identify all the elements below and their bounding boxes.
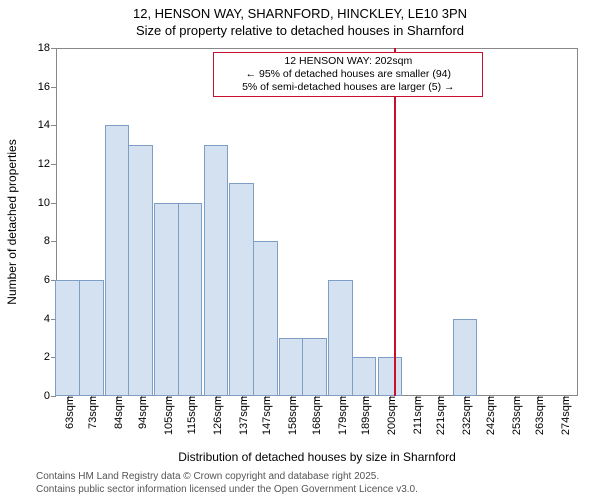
x-tick-label: 115sqm	[182, 396, 198, 434]
x-tick-label: 73sqm	[83, 396, 99, 429]
x-tick-label: 211sqm	[408, 396, 424, 434]
footer-line-1: Contains HM Land Registry data © Crown c…	[36, 470, 418, 483]
x-tick-label: 200sqm	[382, 396, 398, 435]
histogram-bar	[453, 319, 478, 396]
x-tick-label: 158sqm	[283, 396, 299, 435]
x-tick-label: 105sqm	[159, 396, 175, 435]
annotation-line: ← 95% of detached houses are smaller (94…	[218, 68, 478, 81]
x-tick-label: 221sqm	[431, 396, 447, 435]
annotation-line: 12 HENSON WAY: 202sqm	[218, 55, 478, 68]
histogram-bar	[279, 338, 304, 396]
histogram-bar	[378, 357, 403, 396]
footer: Contains HM Land Registry data © Crown c…	[36, 470, 418, 496]
x-tick-label: 168sqm	[307, 396, 323, 435]
annotation-line: 5% of semi-detached houses are larger (5…	[218, 81, 478, 94]
histogram-bar	[204, 145, 229, 396]
x-tick-label: 253sqm	[507, 396, 523, 435]
y-tick-mark	[51, 396, 56, 397]
y-tick-mark	[51, 48, 56, 49]
title-line-1: 12, HENSON WAY, SHARNFORD, HINCKLEY, LE1…	[0, 6, 600, 23]
histogram-bar	[178, 203, 203, 396]
histogram-bar	[128, 145, 153, 396]
histogram-bar	[55, 280, 80, 396]
annotation-box: 12 HENSON WAY: 202sqm← 95% of detached h…	[213, 52, 483, 97]
x-tick-label: 274sqm	[556, 396, 572, 435]
x-tick-label: 189sqm	[356, 396, 372, 435]
histogram-bar	[79, 280, 104, 396]
histogram-bar	[302, 338, 327, 396]
y-tick-mark	[51, 125, 56, 126]
x-tick-label: 63sqm	[60, 396, 76, 429]
x-tick-label: 242sqm	[481, 396, 497, 435]
y-tick-mark	[51, 203, 56, 204]
x-tick-label: 84sqm	[109, 396, 125, 429]
x-tick-label: 232sqm	[457, 396, 473, 435]
chart-container: { "title": { "line1": "12, HENSON WAY, S…	[0, 0, 600, 500]
y-tick-mark	[51, 87, 56, 88]
histogram-bar	[253, 241, 278, 396]
histogram-bar	[154, 203, 179, 396]
histogram-bar	[229, 183, 254, 396]
y-tick-mark	[51, 241, 56, 242]
footer-line-2: Contains public sector information licen…	[36, 483, 418, 496]
x-tick-label: 94sqm	[133, 396, 149, 429]
x-tick-label: 147sqm	[257, 396, 273, 435]
title-line-2: Size of property relative to detached ho…	[0, 23, 600, 40]
histogram-bar	[352, 357, 377, 396]
x-tick-label: 179sqm	[333, 396, 349, 435]
x-tick-label: 126sqm	[208, 396, 224, 435]
reference-line	[394, 48, 396, 396]
histogram-bar	[105, 125, 130, 396]
y-axis-label: Number of detached properties	[5, 139, 19, 304]
y-tick-mark	[51, 164, 56, 165]
plot-area: 02468101214161863sqm73sqm84sqm94sqm105sq…	[56, 48, 578, 396]
x-tick-label: 137sqm	[234, 396, 250, 435]
x-axis-label: Distribution of detached houses by size …	[56, 450, 578, 464]
x-tick-label: 263sqm	[530, 396, 546, 435]
histogram-bar	[328, 280, 353, 396]
title-block: 12, HENSON WAY, SHARNFORD, HINCKLEY, LE1…	[0, 0, 600, 40]
